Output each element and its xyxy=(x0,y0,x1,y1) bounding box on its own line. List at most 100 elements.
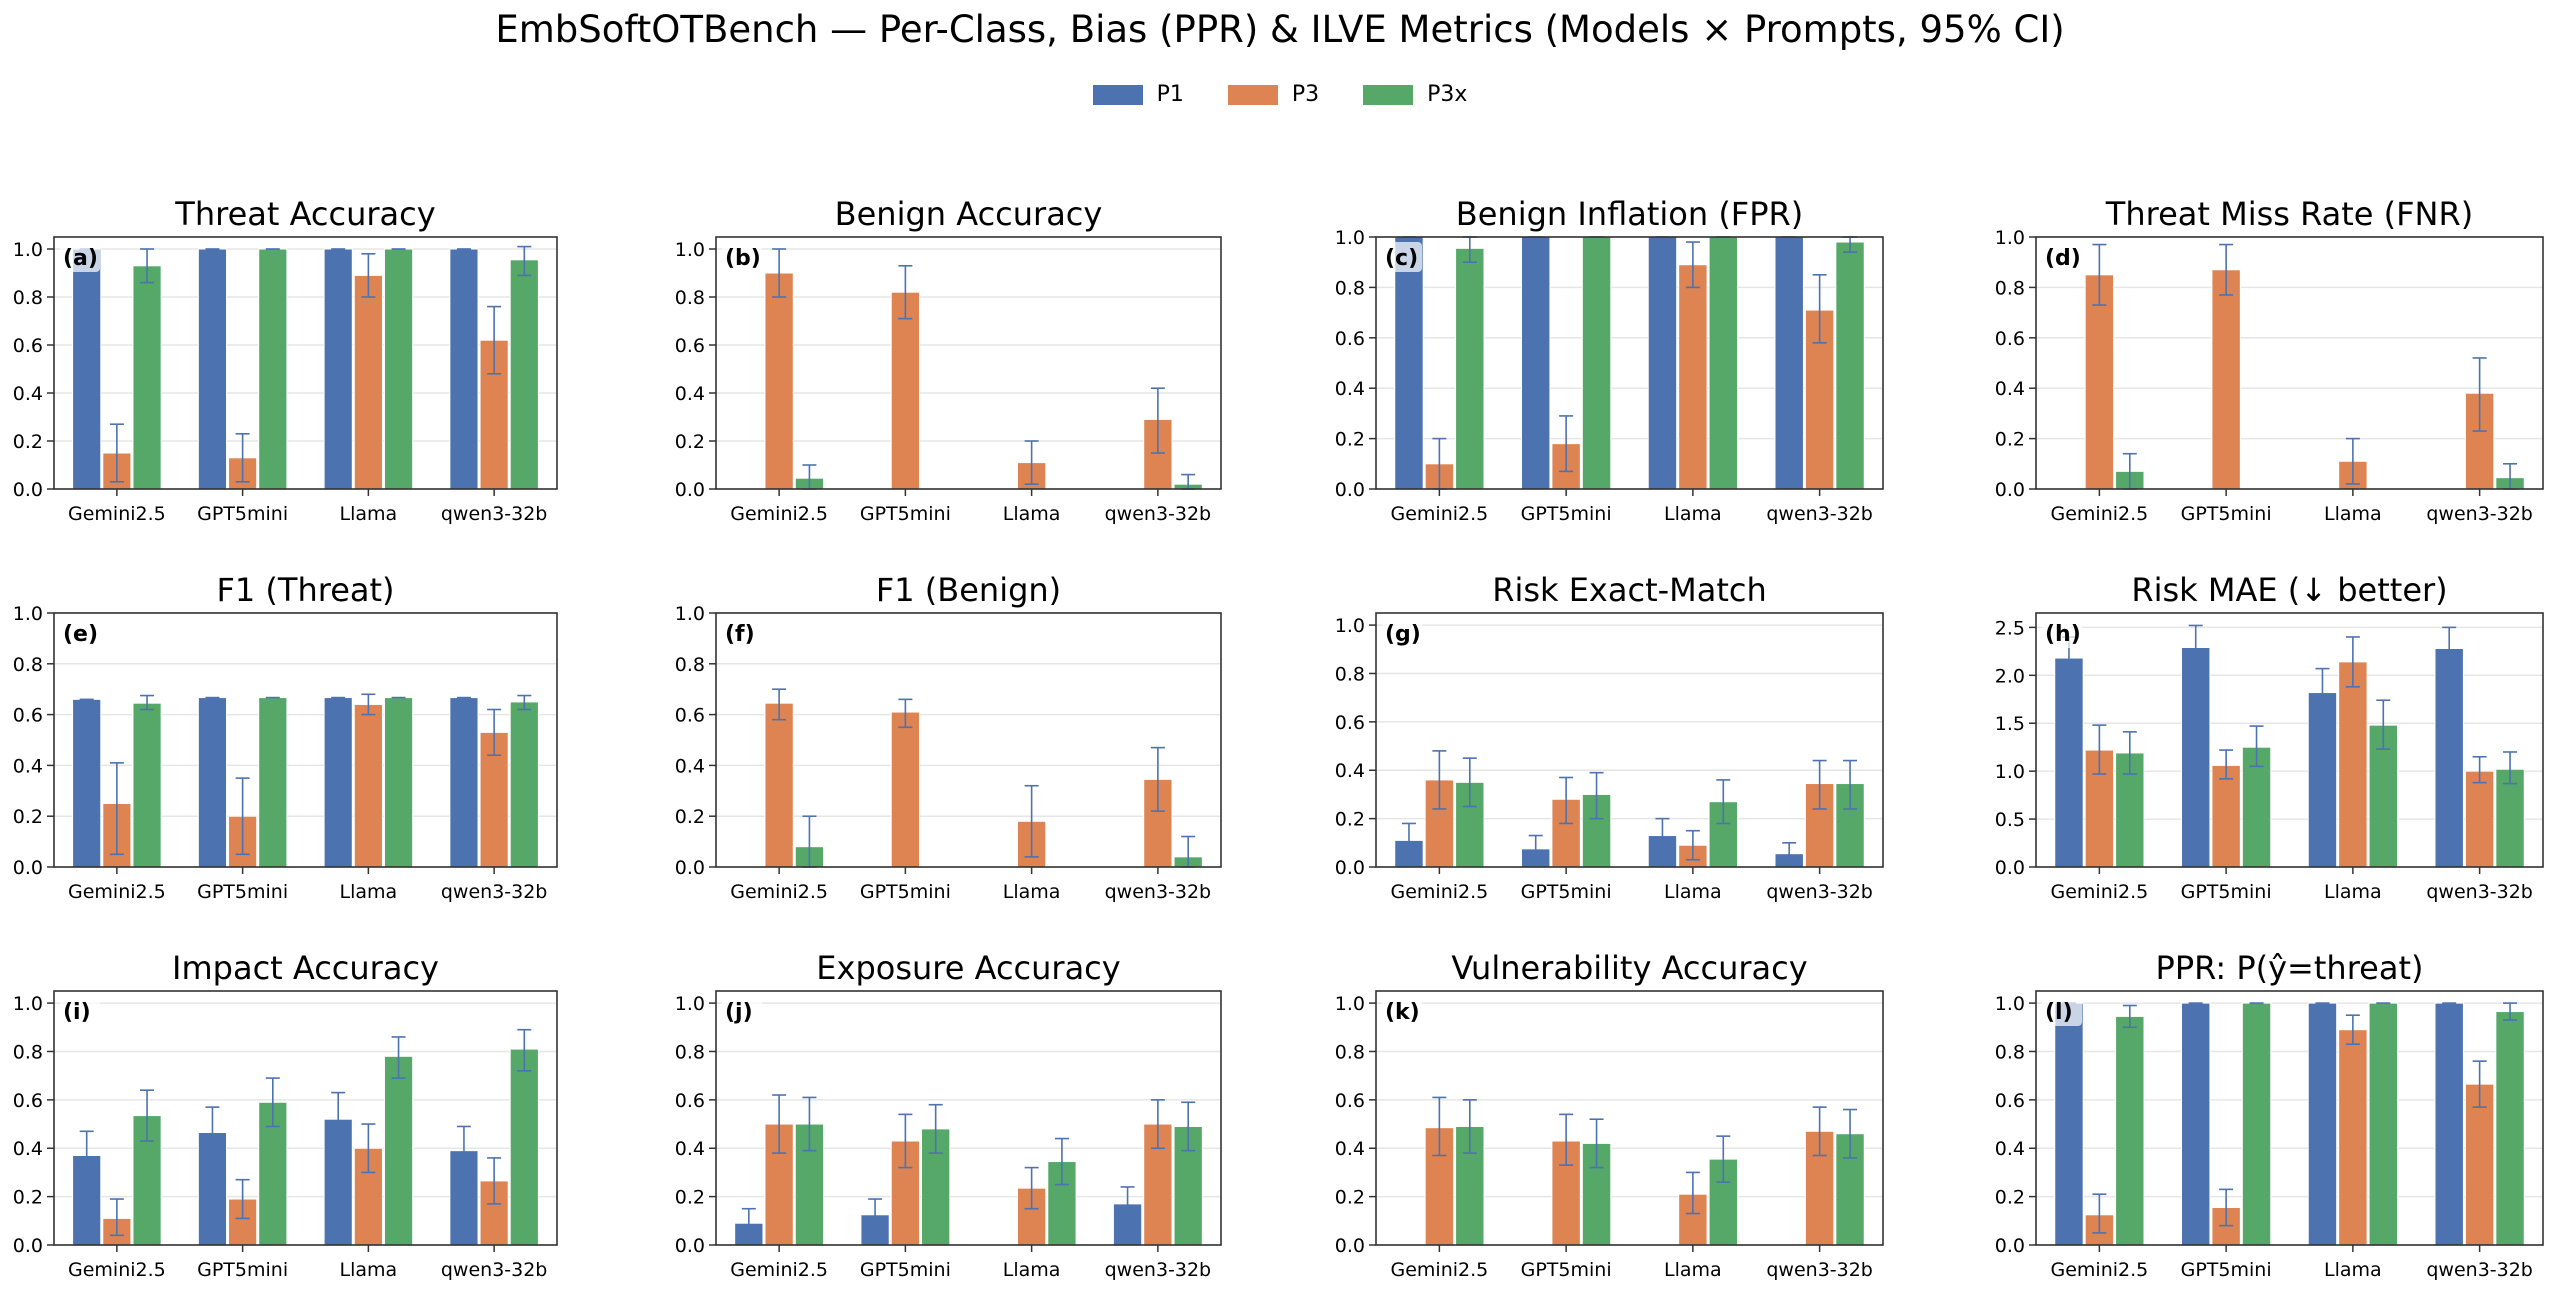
y-tick-label: 1.0 xyxy=(13,239,43,261)
axes-frame xyxy=(53,612,558,868)
bar-p1 xyxy=(449,697,479,868)
bar-p3x xyxy=(383,1055,414,1246)
x-tick-label: GPT5mini xyxy=(197,881,288,903)
bar-p1 xyxy=(2180,1002,2211,1246)
y-tick-label: 0.0 xyxy=(1995,1235,2025,1257)
legend-item-p3: P3 xyxy=(1227,82,1319,107)
x-tick-label: Llama xyxy=(1664,503,1722,525)
x-tick-label: GPT5mini xyxy=(1521,503,1612,525)
y-tick-label: 0.2 xyxy=(1995,1187,2025,1209)
bar-p3 xyxy=(353,274,383,490)
axes-frame xyxy=(715,236,1222,490)
x-tick-label: Gemini2.5 xyxy=(730,1259,828,1281)
error-bar xyxy=(1812,759,1827,810)
subplot-title: Benign Inflation (FPR) xyxy=(1456,195,1803,233)
panel-label-box xyxy=(60,618,100,648)
figure-title: EmbSoftOTBench — Per-Class, Bias (PPR) &… xyxy=(495,8,2065,51)
x-tick-label: Gemini2.5 xyxy=(1391,881,1489,903)
y-tick-label: 1.0 xyxy=(675,239,705,261)
axes-frame xyxy=(2035,236,2544,490)
panel-label: (i) xyxy=(63,1000,91,1025)
legend: P1 P3 P3x xyxy=(0,82,2560,107)
y-tick-label: 0.2 xyxy=(675,431,705,453)
bar-p1 xyxy=(323,248,353,490)
panel-label: (d) xyxy=(2045,246,2081,271)
error-bar xyxy=(1812,273,1827,344)
y-tick-label: 2.5 xyxy=(1995,617,2025,639)
y-tick-label: 0.8 xyxy=(1995,1041,2025,1063)
error-bar xyxy=(1589,771,1604,820)
y-tick-label: 0.6 xyxy=(1335,328,1365,350)
x-tick-label: GPT5mini xyxy=(860,881,951,903)
y-tick-label: 0.2 xyxy=(675,1187,705,1209)
error-bar xyxy=(235,777,250,856)
error-bar xyxy=(2503,751,2518,785)
x-tick-label: qwen3-32b xyxy=(2426,881,2533,903)
error-bar xyxy=(1054,1137,1069,1186)
y-tick-label: 0.4 xyxy=(1995,378,2025,400)
y-tick-label: 0.4 xyxy=(13,383,43,405)
subplot-b: 0.0 0.2 0.4 0.6 0.8 1.0 Gemini2.5 GPT5mini Llama… xyxy=(675,195,1222,525)
x-tick-label: Gemini2.5 xyxy=(2051,881,2149,903)
legend-item-p3x: P3x xyxy=(1363,82,1467,107)
x-tick-label: qwen3-32b xyxy=(441,881,548,903)
y-tick-label: 0.8 xyxy=(1335,277,1365,299)
error-bar xyxy=(487,305,502,375)
error-bar xyxy=(2472,755,2487,784)
axes-frame xyxy=(2035,612,2544,868)
x-tick-label: Llama xyxy=(1003,1259,1061,1281)
x-tick-label: Llama xyxy=(2324,881,2382,903)
error-bar xyxy=(1181,1101,1196,1152)
x-tick-label: qwen3-32b xyxy=(1766,503,1873,525)
bar-p3 xyxy=(764,702,794,868)
y-tick-label: 0.5 xyxy=(1995,809,2025,831)
x-tick-label: qwen3-32b xyxy=(1105,503,1212,525)
x-tick-label: GPT5mini xyxy=(860,503,951,525)
error-bar xyxy=(1528,834,1543,861)
error-bar xyxy=(2092,724,2107,775)
subplot-title: Risk Exact-Match xyxy=(1492,571,1767,609)
x-tick-label: Llama xyxy=(1003,881,1061,903)
panel-label-box xyxy=(1382,618,1422,648)
error-bar xyxy=(1559,415,1574,473)
y-tick-label: 0.8 xyxy=(13,287,43,309)
bar-p3 xyxy=(2464,770,2495,868)
legend-swatch-p1 xyxy=(1092,84,1143,105)
y-tick-label: 0.6 xyxy=(1995,1090,2025,1112)
x-tick-label: qwen3-32b xyxy=(1766,881,1873,903)
axes-frame xyxy=(53,990,558,1246)
subplot-title: Threat Miss Rate (FNR) xyxy=(2105,195,2473,233)
y-tick-label: 0.0 xyxy=(1995,479,2025,501)
error-bar xyxy=(772,688,787,721)
x-tick-label: Llama xyxy=(340,881,398,903)
error-bar xyxy=(1120,1186,1135,1222)
panel-label: (f) xyxy=(725,622,755,647)
bar-p3x xyxy=(383,248,414,490)
bar-p3 xyxy=(890,711,921,868)
error-bar xyxy=(1782,842,1797,863)
x-tick-label: Gemini2.5 xyxy=(2051,1259,2149,1281)
x-tick-label: Gemini2.5 xyxy=(1391,503,1489,525)
error-bar xyxy=(1462,757,1477,808)
subplot-title: F1 (Benign) xyxy=(876,571,1061,609)
error-bar xyxy=(205,1106,220,1157)
x-tick-label: qwen3-32b xyxy=(1766,1259,1873,1281)
axes-frame xyxy=(715,612,1222,868)
panel-label: (k) xyxy=(1385,1000,1420,1025)
y-tick-label: 0.0 xyxy=(675,479,705,501)
subplot-g: 0.0 0.2 0.4 0.6 0.8 1.0 Gemini2.5 GPT5mini Llama… xyxy=(1335,571,1884,903)
subplot-title: Exposure Accuracy xyxy=(816,949,1120,987)
error-bar xyxy=(1462,1099,1477,1154)
bar-p3 xyxy=(479,731,509,868)
y-tick-label: 0.6 xyxy=(13,705,43,727)
error-bar xyxy=(802,1096,817,1152)
panel-label-box xyxy=(722,996,762,1026)
y-tick-label: 1.0 xyxy=(1995,227,2025,249)
error-bar xyxy=(2122,1004,2137,1029)
bar-p3x xyxy=(509,701,539,868)
x-tick-label: Gemini2.5 xyxy=(730,881,828,903)
subplot-title: PPR: P(ŷ=threat) xyxy=(2156,949,2424,987)
bar-p3x xyxy=(509,1048,539,1246)
y-tick-label: 1.5 xyxy=(1995,713,2025,735)
y-tick-label: 1.0 xyxy=(1335,993,1365,1015)
